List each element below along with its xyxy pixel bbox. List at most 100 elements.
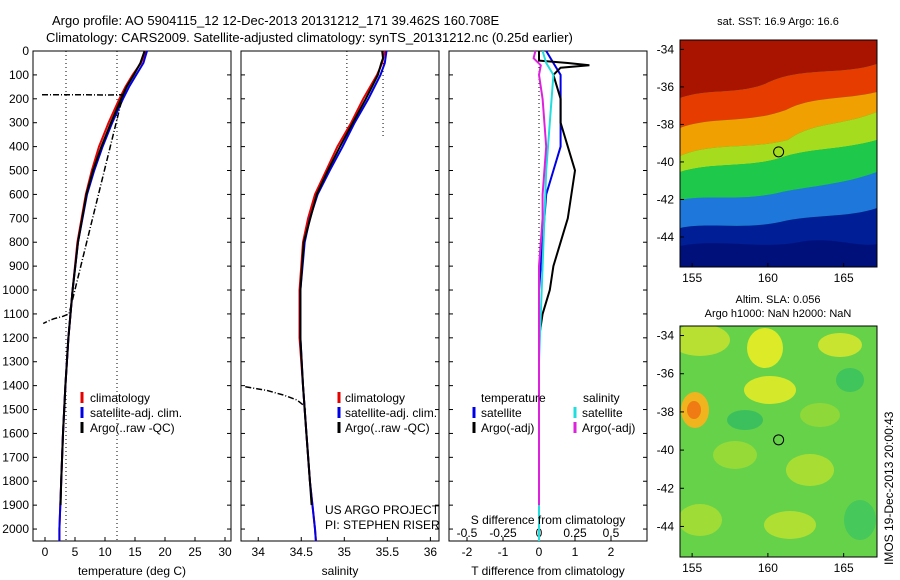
y-tick-label: 400 — [9, 140, 29, 154]
y-tick-label: 1800 — [2, 474, 29, 488]
y-tick-label: 1100 — [3, 307, 29, 321]
legend-t-satellite: satellite — [481, 406, 522, 420]
x-tick-label: 15 — [128, 545, 142, 559]
x-tick-label: -1 — [498, 545, 509, 559]
series-line — [299, 50, 388, 542]
x-tick-label: 35 — [338, 545, 352, 559]
legend-t-argo: Argo(-adj) — [481, 421, 534, 435]
x-tick-label: 0 — [42, 545, 49, 559]
x-tick-label: 30 — [218, 545, 232, 559]
map-x-tick-label: 155 — [682, 561, 702, 575]
y-tick-label: 1900 — [2, 498, 29, 512]
series-line — [538, 51, 590, 506]
legend-title-salinity: salinity — [583, 391, 620, 405]
legend-title-temperature: temperature — [481, 391, 546, 405]
temperature-xlabel: temperature (deg C) — [78, 564, 186, 578]
legend-satellite: satellite-adj. clim. — [90, 406, 182, 420]
map-y-tick-label: -38 — [657, 117, 675, 131]
y-tick-label: 1700 — [2, 450, 29, 464]
y-tick-label: 500 — [9, 164, 29, 178]
legend-satellite: satellite-adj. clim. — [345, 406, 437, 420]
map-y-tick-label: -42 — [657, 192, 675, 206]
x-tick-label: 2 — [608, 545, 615, 559]
x2-tick-label: 0.5 — [603, 526, 620, 540]
y-tick-label: 700 — [9, 211, 29, 225]
map-y-tick-label: -44 — [657, 230, 675, 244]
legend-argo: Argo(..raw -QC) — [90, 421, 175, 435]
credit-imos: IMOS 19-Dec-2013 20:00:43 — [882, 411, 896, 565]
difference-xlabel2: S difference from climatology — [471, 513, 626, 527]
sla-map-axes: 155 160 165 -34 -36 -38 -40 -42 -44 — [657, 329, 854, 575]
argo-location-marker — [773, 434, 785, 446]
y-tick-label: 100 — [9, 68, 29, 82]
map-x-tick-label: 160 — [758, 561, 778, 575]
y-tick-label: 1500 — [2, 403, 29, 417]
temperature-plot: 0 5 10 15 20 25 300100200300400500600700800900… — [2, 44, 232, 559]
legend-climatology: climatology — [90, 391, 150, 405]
y-tick-label: 1600 — [2, 426, 29, 440]
x-tick-label: 35.5 — [376, 545, 400, 559]
difference-panel — [448, 50, 648, 542]
y-tick-label: 800 — [9, 235, 29, 249]
x2-tick-label: 0.25 — [563, 526, 587, 540]
legend-s-argo: Argo(-adj) — [582, 421, 635, 435]
x-tick-label: -2 — [462, 545, 473, 559]
x-tick-label: 34 — [252, 545, 266, 559]
x-tick-label: 36 — [424, 545, 438, 559]
x-tick-label: 25 — [188, 545, 202, 559]
y-tick-label: 200 — [9, 92, 29, 106]
map-y-tick-label: -42 — [657, 481, 675, 495]
map-x-tick-label: 160 — [758, 271, 778, 285]
salinity-xlabel: salinity — [322, 564, 359, 578]
legend-s-satellite: satellite — [582, 406, 623, 420]
sst-heatmap — [680, 40, 877, 267]
y-tick-label: 1300 — [2, 355, 29, 369]
header-line2: Climatology: CARS2009. Satellite-adjuste… — [46, 30, 573, 45]
x-tick-label: 10 — [98, 545, 112, 559]
temperature-legend: climatology satellite-adj. clim. Argo(..… — [80, 391, 182, 435]
map-y-tick-label: -34 — [657, 329, 675, 343]
map-x-tick-label: 165 — [834, 271, 854, 285]
header-line1: Argo profile: AO 5904115_12 12-Dec-2013 … — [52, 13, 500, 28]
legend-argo: Argo(..raw -QC) — [345, 421, 430, 435]
credit-pi: PI: STEPHEN RISER — [325, 518, 440, 532]
credit-project: US ARGO PROJECT — [325, 503, 440, 517]
legend-climatology: climatology — [345, 391, 405, 405]
map-y-tick-label: -40 — [657, 155, 675, 169]
x-tick-label: 20 — [158, 545, 172, 559]
sla-map-subtitle: Argo h1000: NaN h2000: NaN — [705, 308, 852, 320]
sla-heatmap — [680, 326, 877, 557]
x-tick-label: 0 — [536, 545, 543, 559]
x2-tick-label: -0.25 — [489, 526, 517, 540]
salinity-plot: 34 34.5 35 35.5 36 — [241, 50, 439, 559]
y-tick-label: 1200 — [2, 331, 29, 345]
series-line — [532, 50, 548, 506]
map-y-tick-label: -44 — [657, 519, 675, 533]
y-tick-label: 2000 — [2, 522, 29, 536]
x-tick-label: 1 — [572, 545, 579, 559]
temperature-panel — [32, 50, 232, 542]
x-tick-label: 34.5 — [290, 545, 314, 559]
difference-legend: temperature salinity satellite Argo(-adj… — [472, 391, 635, 435]
x-tick-label: 5 — [72, 545, 79, 559]
series-line — [538, 50, 555, 541]
sst-map-frame — [679, 39, 878, 268]
qc-trace — [245, 386, 307, 410]
sst-map-axes: 155 160 165 -34 -36 -38 -40 -42 -44 — [657, 42, 854, 285]
series-line — [59, 50, 146, 506]
sla-map-frame — [679, 325, 878, 558]
map-y-tick-label: -36 — [657, 367, 675, 381]
map-y-tick-label: -36 — [657, 80, 675, 94]
map-y-tick-label: -38 — [657, 405, 675, 419]
map-y-tick-label: -34 — [657, 42, 675, 56]
salinity-panel — [240, 50, 440, 542]
y-tick-label: 900 — [9, 259, 29, 273]
salinity-legend: climatology satellite-adj. clim. Argo(..… — [337, 391, 437, 435]
series-line — [298, 50, 386, 542]
qc-trace — [42, 93, 124, 325]
map-x-tick-label: 155 — [682, 271, 702, 285]
sst-map-title: sat. SST: 16.9 Argo: 16.6 — [717, 16, 839, 28]
argo-location-marker — [773, 146, 785, 158]
series-line — [299, 50, 385, 506]
